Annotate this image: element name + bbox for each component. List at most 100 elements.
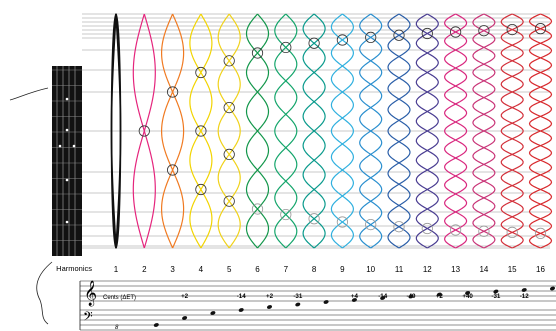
node-marker <box>195 125 207 137</box>
fret-dot <box>58 144 62 148</box>
harmonic-12-wave <box>415 13 439 249</box>
node-marker <box>393 221 405 233</box>
wave-strand <box>217 13 241 249</box>
wave-strand <box>415 13 439 249</box>
wave-strand <box>528 13 553 249</box>
note-head <box>238 308 244 312</box>
fingerboard-body <box>52 66 82 256</box>
node-marker <box>365 31 377 44</box>
harmonic-7-wave <box>274 13 298 249</box>
harmonic-number-1: 1 <box>114 265 119 274</box>
harmonic-15-wave <box>500 13 524 249</box>
harmonic-number-12: 12 <box>423 265 432 274</box>
fret-dot <box>65 220 69 224</box>
wave-strand <box>302 13 326 249</box>
harmonic-number-5: 5 <box>227 265 232 274</box>
node-marker <box>478 25 490 37</box>
fret-dot <box>65 178 69 182</box>
wave-strand <box>443 13 468 249</box>
harmonic-5-wave <box>217 13 241 249</box>
node-marker <box>195 66 207 79</box>
node-marker <box>393 29 405 41</box>
node-marker <box>365 219 377 231</box>
node-marker <box>421 27 433 40</box>
node-marker <box>195 183 207 196</box>
string-guide-lines <box>82 13 550 249</box>
instrument-body-curve <box>9 87 49 101</box>
note-head <box>153 323 159 327</box>
cents-value-14: -31 <box>491 293 501 300</box>
wave-strand <box>160 13 185 249</box>
note-head <box>549 286 556 291</box>
note-head <box>266 305 273 309</box>
harmonic-number-6: 6 <box>255 265 260 274</box>
ottava-mark: 8 <box>115 325 119 331</box>
harmonic-2-wave <box>132 13 156 249</box>
node-marker <box>223 55 235 67</box>
note-head <box>521 288 527 292</box>
wave-strand <box>274 13 298 249</box>
staff-notes <box>153 286 556 327</box>
node-marker <box>167 86 179 98</box>
note-head <box>465 291 471 295</box>
harmonic-14-wave <box>472 13 496 249</box>
wave-strand <box>472 13 496 249</box>
harmonic-13-wave <box>443 13 468 249</box>
note-head <box>380 296 386 300</box>
music-staff: 𝄞𝄢 <box>79 280 556 331</box>
node-marker <box>336 216 348 228</box>
harmonic-16-wave <box>528 13 553 249</box>
note-head <box>351 298 357 302</box>
note-head <box>408 294 414 299</box>
node-marker <box>449 26 462 38</box>
node-marker <box>138 125 150 137</box>
wave-strand <box>189 13 213 249</box>
wave-strand <box>500 13 524 249</box>
note-head <box>295 302 301 307</box>
harmonic-10-wave <box>359 13 383 249</box>
harmonic-number-13: 13 <box>451 265 460 274</box>
cents-value-15: -12 <box>520 293 530 300</box>
harmonic-number-15: 15 <box>508 265 517 274</box>
harmonic-number-8: 8 <box>312 265 317 274</box>
node-marker <box>308 213 320 225</box>
harmonic-number-2: 2 <box>142 265 147 274</box>
fret-dot <box>72 144 76 148</box>
wave-strand <box>330 13 354 249</box>
node-marker <box>251 203 264 215</box>
harmonic-numbers: 1 2 3 4 5 6 7 8 9 10 11 12 13 14 15 16 <box>114 265 546 274</box>
cents-value-3: +2 <box>181 293 189 300</box>
node-marker <box>421 222 433 235</box>
harmonic-number-4: 4 <box>199 265 204 274</box>
wave-strand <box>245 13 270 249</box>
node-marker <box>308 37 320 49</box>
cents-value-12: +2 <box>436 293 444 300</box>
cents-value-9: +4 <box>351 293 359 300</box>
node-marker <box>251 47 264 59</box>
node-marker <box>336 34 348 46</box>
instrument-scroll-curve <box>36 261 53 325</box>
node-marker <box>506 24 518 36</box>
wave-strand <box>132 13 156 249</box>
wave-strand <box>500 13 524 249</box>
harmonic-number-7: 7 <box>284 265 289 274</box>
harmonic-number-11: 11 <box>395 265 404 274</box>
harmonic-number-10: 10 <box>366 265 375 274</box>
note-head <box>182 316 188 320</box>
harmonic-1-wave <box>110 13 122 249</box>
node-marker <box>167 164 179 176</box>
harmonic-9-wave <box>330 13 355 249</box>
wave-strand <box>359 13 383 249</box>
harmonics-label: Harmonics <box>56 264 92 273</box>
harmonic-number-16: 16 <box>536 265 545 274</box>
harmonic-6-wave <box>245 13 270 249</box>
harmonic-8-wave <box>302 13 326 249</box>
node-marker <box>280 41 292 54</box>
cents-value-5: -14 <box>237 293 247 300</box>
harmonic-number-14: 14 <box>479 265 488 274</box>
fret-dot <box>65 128 69 132</box>
harmonic-11-wave <box>387 13 411 249</box>
cents-value-6: +2 <box>266 293 274 300</box>
wave-loop <box>110 13 122 249</box>
